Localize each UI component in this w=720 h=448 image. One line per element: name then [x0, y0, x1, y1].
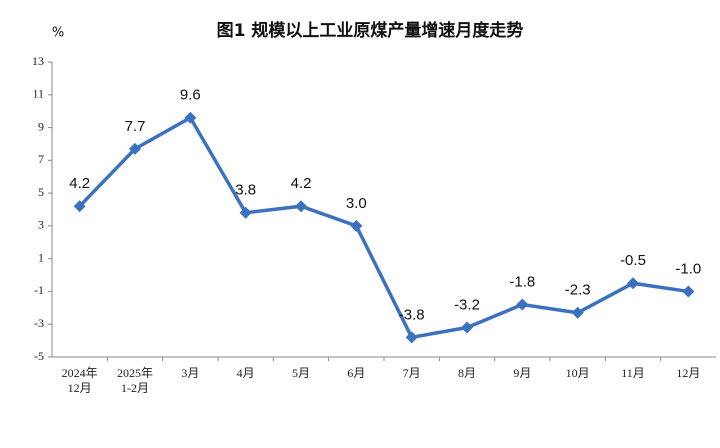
data-point: [461, 321, 473, 334]
data-label: 3.0: [346, 195, 367, 212]
x-tick-label: 6月: [347, 366, 366, 380]
y-tick-label: -3: [34, 316, 44, 330]
x-tick-label: 3月: [181, 366, 200, 380]
x-tick-label: 9月: [513, 366, 532, 380]
data-label: -1.0: [675, 260, 701, 277]
y-tick-label: 5: [38, 185, 44, 199]
data-point: [405, 331, 418, 344]
x-tick-label: 7月: [402, 366, 421, 380]
data-point: [184, 111, 197, 124]
x-tick-label: 10月: [565, 366, 590, 380]
data-label: -3.8: [399, 306, 425, 323]
data-point: [571, 306, 584, 319]
x-tick-label: 2025年 1-2月: [116, 366, 153, 395]
y-tick-label: 11: [32, 87, 44, 101]
x-tick-label: 2024年 12月: [61, 366, 98, 395]
data-point: [239, 206, 252, 219]
data-point: [73, 200, 86, 213]
x-tick-label: 11月: [621, 366, 645, 380]
data-label: -1.8: [509, 274, 535, 291]
data-point: [682, 285, 695, 298]
y-tick-label: 13: [32, 54, 44, 68]
data-label: -2.3: [565, 282, 591, 299]
x-tick-label: 8月: [457, 366, 476, 380]
data-point: [350, 219, 363, 232]
y-axis-label: %: [52, 26, 64, 41]
y-tick-label: -1: [34, 283, 44, 297]
y-tick-label: 1: [38, 250, 44, 264]
data-label: -3.2: [454, 296, 480, 313]
chart-title: 图1 规模以上工业原煤产量增速月度走势: [217, 20, 524, 41]
y-tick-label: 9: [38, 119, 44, 133]
y-tick-label: 7: [38, 152, 44, 166]
x-tick-label: 12月: [676, 366, 701, 380]
data-label: 3.8: [235, 182, 256, 199]
data-label: 4.2: [291, 175, 312, 192]
data-label: -0.5: [620, 252, 646, 269]
x-tick-label: 4月: [236, 366, 255, 380]
data-line: [78, 115, 689, 340]
data-label: 9.6: [180, 87, 201, 104]
y-tick-label: -5: [34, 349, 44, 363]
data-point: [129, 142, 141, 155]
x-tick-label: 5月: [291, 366, 310, 380]
data-label: 4.2: [69, 175, 90, 192]
y-tick-label: 3: [38, 218, 44, 232]
data-label: 7.7: [125, 118, 146, 135]
data-point: [627, 277, 639, 290]
data-point: [516, 298, 529, 311]
data-point: [295, 200, 307, 213]
